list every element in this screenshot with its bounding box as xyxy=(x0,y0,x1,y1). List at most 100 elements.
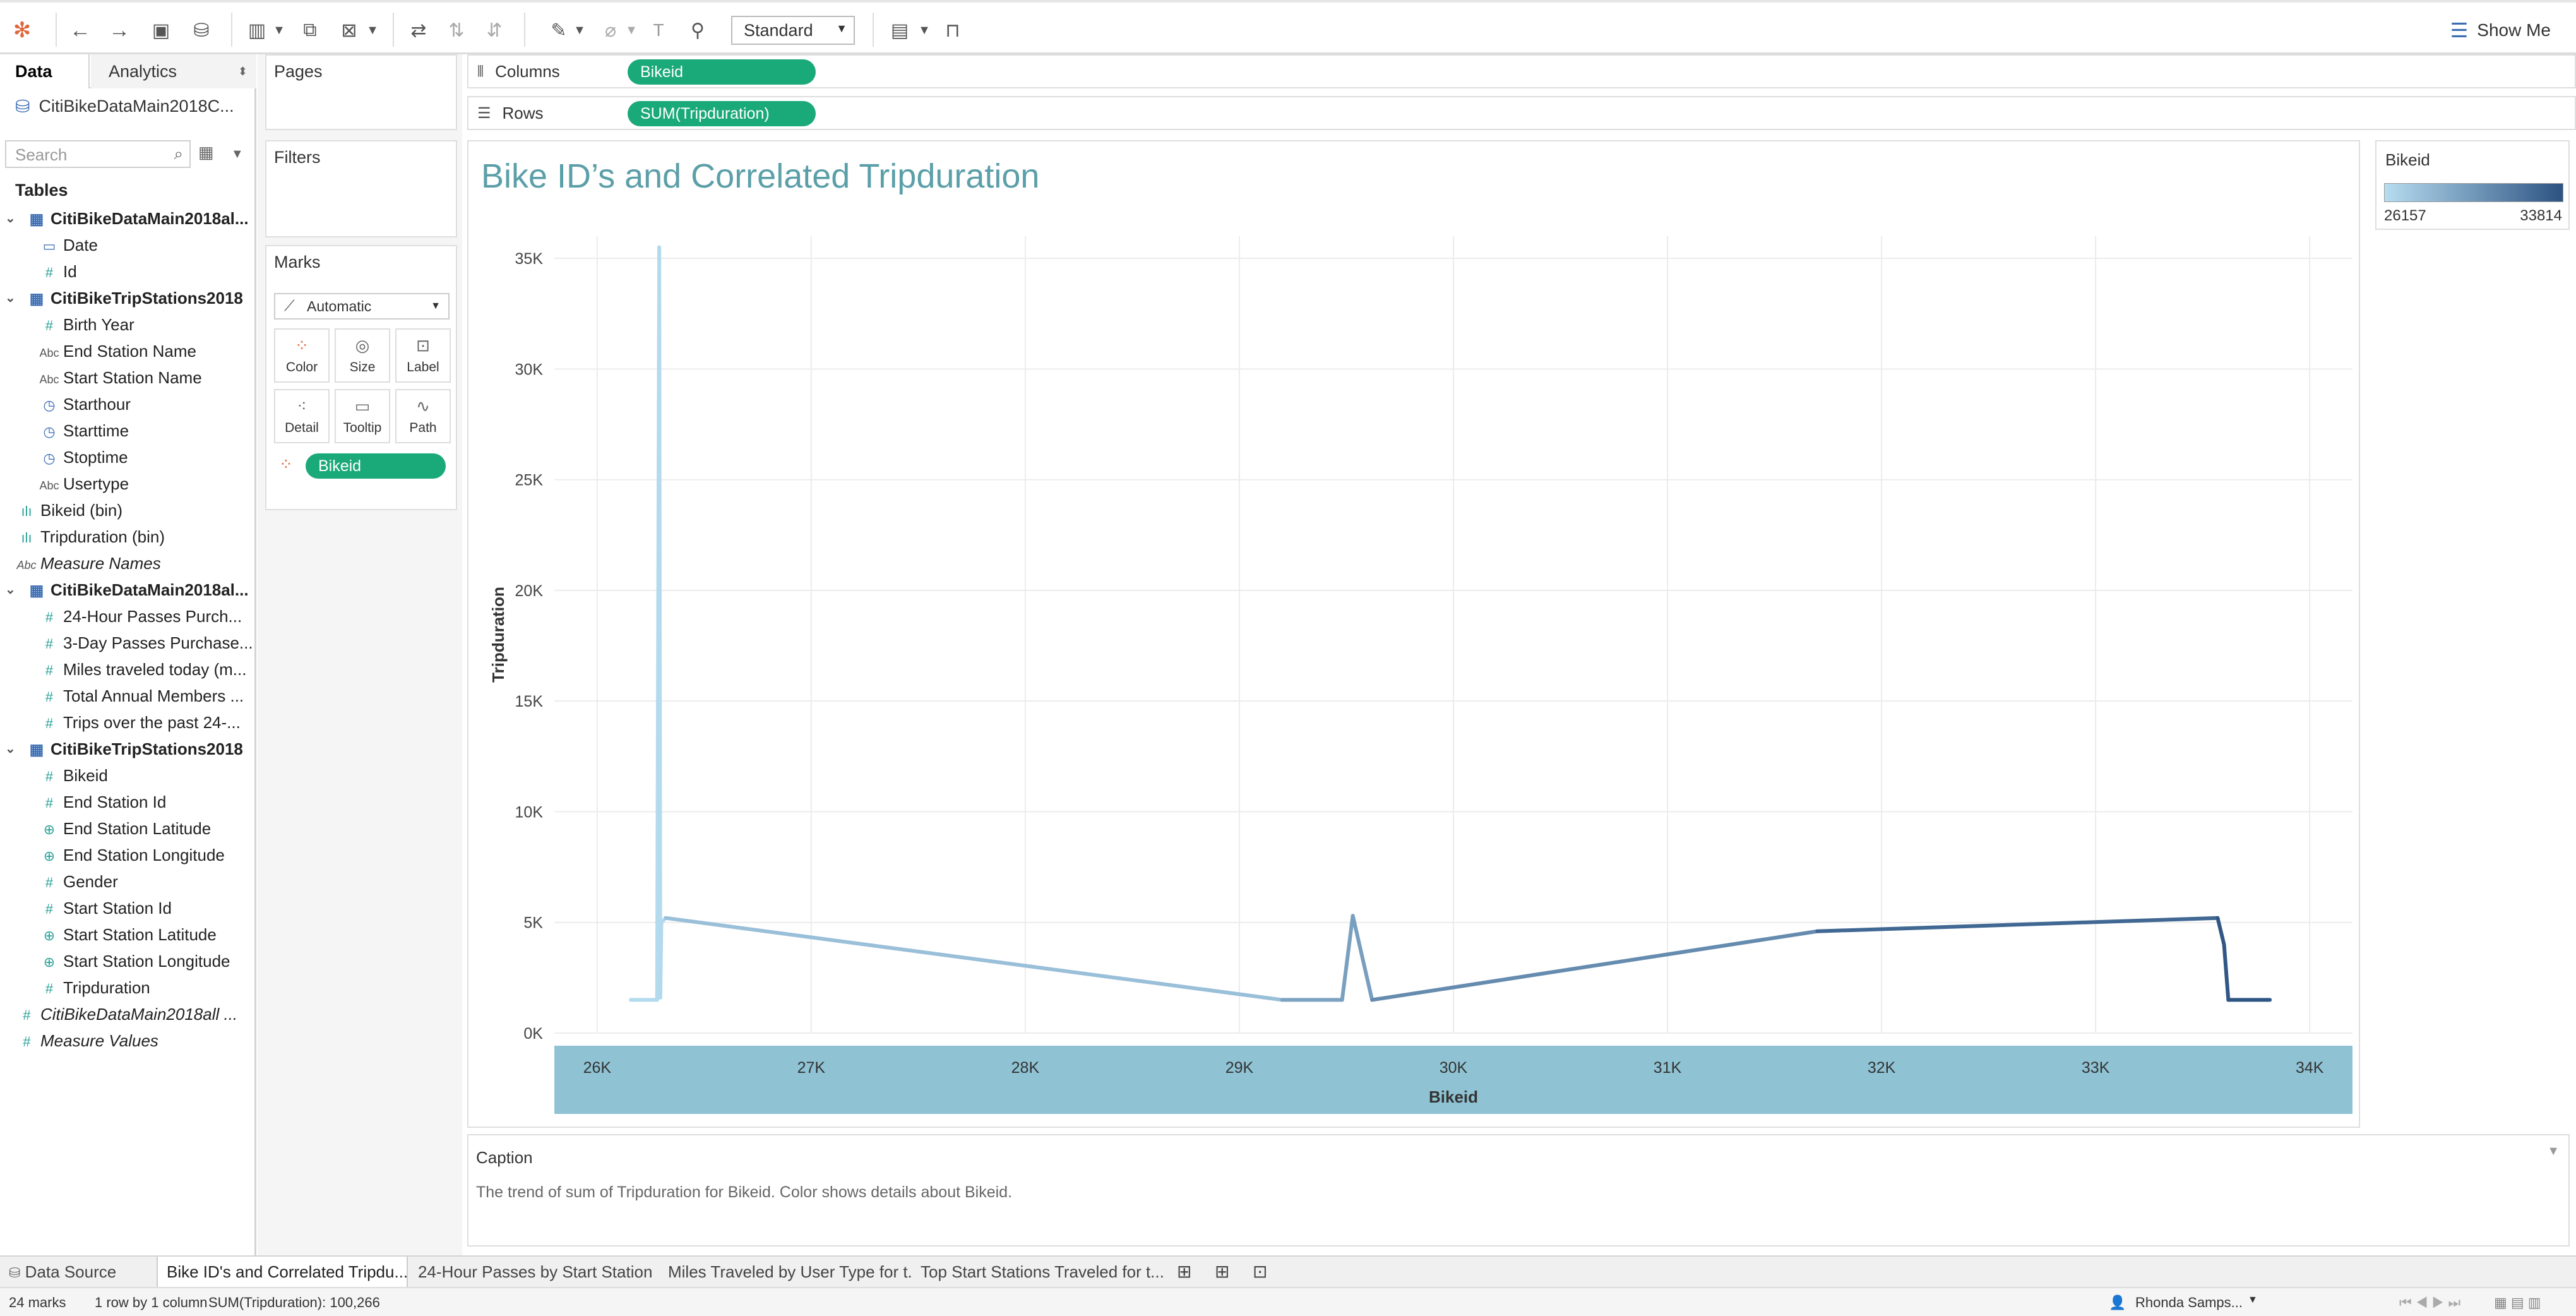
field-item[interactable]: # Tripduration xyxy=(35,975,150,1000)
color-pill-bikeid[interactable]: Bikeid xyxy=(306,453,446,479)
table-node[interactable]: ⌄ ▦ CitiBikeTripStations2018 xyxy=(5,736,243,762)
field-item[interactable]: # Birth Year xyxy=(35,312,134,337)
line-segment[interactable] xyxy=(1340,914,1355,1002)
mark-type-select[interactable]: ⟋ Automatic ▼ xyxy=(274,293,450,320)
sheet-tab[interactable]: Top Start Stations Traveled for t... xyxy=(921,1262,1164,1281)
chevron-down-icon[interactable]: ⌄ xyxy=(5,291,16,305)
save-icon[interactable]: ▣ xyxy=(152,20,170,41)
field-item[interactable]: ▭ Date xyxy=(35,232,98,258)
columns-shelf[interactable]: ⫴ Columns Bikeid xyxy=(467,54,2576,88)
grid-view-icon[interactable]: ▦ xyxy=(198,143,214,162)
chevron-down-icon[interactable]: ▼ xyxy=(273,23,285,37)
show-me-button[interactable]: ☰ Show Me xyxy=(2450,18,2551,43)
user-name[interactable]: Rhonda Samps... xyxy=(2135,1295,2243,1310)
field-item[interactable]: ◷ Starthour xyxy=(35,392,131,417)
columns-pill-bikeid[interactable]: Bikeid xyxy=(628,59,816,85)
line-segment[interactable] xyxy=(1370,929,1820,1002)
swap-icon[interactable]: ⇄ xyxy=(410,20,427,41)
table-node[interactable]: ⌄ ▦ CitiBikeTripStations2018 xyxy=(5,285,243,311)
field-item[interactable]: ⊕ End Station Longitude xyxy=(35,842,225,868)
field-item[interactable]: ⊕ Start Station Latitude xyxy=(35,922,217,947)
highlight-icon[interactable]: ✎ xyxy=(551,20,567,41)
line-segment[interactable] xyxy=(657,245,662,1000)
rows-shelf[interactable]: ☰ Rows SUM(Tripduration) xyxy=(467,96,2576,130)
view-toggle[interactable]: ▦ ▼ xyxy=(198,143,244,162)
chevron-down-icon[interactable]: ⌄ xyxy=(5,583,16,597)
sheet-tab[interactable]: 24-Hour Passes by Start Station xyxy=(418,1262,653,1281)
pin-icon[interactable]: ⚲ xyxy=(691,20,705,41)
rows-pill-tripduration[interactable]: SUM(Tripduration) xyxy=(628,101,816,126)
tab-analytics[interactable]: Analytics ⬍ xyxy=(91,54,256,88)
pages-card[interactable]: Pages xyxy=(265,54,457,130)
label-button[interactable]: ⊡ Label xyxy=(395,328,451,383)
redo-icon[interactable]: → xyxy=(109,18,130,42)
filters-card[interactable]: Filters xyxy=(265,140,457,237)
sheet-tab[interactable]: Miles Traveled by User Type for t... xyxy=(668,1262,912,1281)
new-story-icon[interactable]: ⊡ xyxy=(1253,1262,1268,1281)
chevron-down-icon[interactable]: ⌄ xyxy=(5,212,16,225)
field-item[interactable]: ◷ Starttime xyxy=(35,418,129,443)
sort-ascending-icon[interactable]: ⇅ xyxy=(448,20,465,41)
field-item[interactable]: # Gender xyxy=(35,869,118,894)
sort-descending-icon[interactable]: ⇵ xyxy=(486,20,503,41)
field-item[interactable]: # Total Annual Members ... xyxy=(35,683,244,709)
field-item[interactable]: Abc Usertype xyxy=(35,471,129,496)
field-item[interactable]: # Bikeid xyxy=(35,763,108,788)
chevron-down-icon[interactable]: ▼ xyxy=(625,23,638,37)
duplicate-sheet-icon[interactable]: ⧉ xyxy=(303,20,317,40)
chevron-down-icon[interactable]: ▼ xyxy=(2547,1144,2560,1158)
chevron-down-icon[interactable]: ▼ xyxy=(230,147,244,161)
line-segment[interactable] xyxy=(2215,916,2226,947)
line-segment[interactable] xyxy=(658,920,664,1000)
field-item[interactable]: ◷ Stoptime xyxy=(35,445,128,470)
data-source-item[interactable]: ⛁ CitiBikeDataMain2018C... xyxy=(15,96,234,117)
size-button[interactable]: ◎ Size xyxy=(335,328,390,383)
path-button[interactable]: ∿ Path xyxy=(395,389,451,443)
chevron-down-icon[interactable]: ▼ xyxy=(366,23,379,37)
line-segment[interactable] xyxy=(1351,914,1374,1002)
new-worksheet-icon[interactable]: ▥ xyxy=(247,20,266,41)
chevron-down-icon[interactable]: ⌄ xyxy=(5,742,16,756)
line-segment[interactable] xyxy=(2222,942,2231,1002)
table-node[interactable]: ⌄ ▦ CitiBikeDataMain2018al... xyxy=(5,577,249,602)
tooltip-button[interactable]: ▭ Tooltip xyxy=(335,389,390,443)
field-item[interactable]: # Start Station Id xyxy=(35,895,172,921)
color-button[interactable]: ⁘ Color xyxy=(274,328,330,383)
field-item[interactable]: #3-Day Passes Purchase... xyxy=(35,630,253,655)
presentation-icon[interactable]: ⊓ xyxy=(945,20,960,41)
group-icon[interactable]: ⌀ xyxy=(604,20,617,41)
field-item[interactable]: ılı Tripduration (bin) xyxy=(13,524,165,549)
undo-icon[interactable]: ← xyxy=(69,18,91,42)
tab-data[interactable]: Data xyxy=(0,54,90,88)
sheet-tab[interactable]: Bike ID's and Correlated Tripdu... xyxy=(157,1257,408,1287)
field-item[interactable]: ılı Bikeid (bin) xyxy=(13,498,122,523)
new-datasource-icon[interactable]: ⛁ xyxy=(193,20,210,41)
field-item[interactable]: # Id xyxy=(35,259,77,284)
field-item[interactable]: # End Station Id xyxy=(35,789,166,815)
tab-data-source[interactable]: ⛁ Data Source xyxy=(0,1257,145,1287)
clear-sheet-icon[interactable]: ⊠ xyxy=(341,20,357,41)
sheet-view-icon[interactable]: ▦ ▤ ▥ xyxy=(2494,1295,2541,1310)
line-chart[interactable]: 0K 5K 10K 15K 20K 25K 30K 35K 26K 27K 28K 29K 30K 31K… xyxy=(468,141,2359,1127)
table-node[interactable]: ⌄ ▦ CitiBikeDataMain2018al... xyxy=(5,206,249,231)
field-item[interactable]: # CitiBikeDataMain2018all ... xyxy=(13,1002,237,1027)
tableau-logo-icon[interactable]: ✻ xyxy=(13,18,32,42)
caption-panel[interactable]: Caption ▼ The trend of sum of Tripdurati… xyxy=(467,1134,2570,1247)
field-item[interactable]: # Measure Values xyxy=(13,1028,158,1053)
labels-icon[interactable]: T xyxy=(653,20,664,40)
line-segment[interactable] xyxy=(1815,916,2220,933)
field-item[interactable]: Abc Start Station Name xyxy=(35,365,201,390)
field-item[interactable]: # Miles traveled today (m... xyxy=(35,657,247,682)
field-item[interactable]: Abc Measure Names xyxy=(13,551,160,576)
x-axis-band[interactable] xyxy=(554,1046,2352,1114)
field-item[interactable]: ⊕ Start Station Longitude xyxy=(35,948,230,974)
field-item[interactable]: # Trips over the past 24-... xyxy=(35,710,241,735)
chevron-down-icon[interactable]: ▼ xyxy=(2248,1295,2258,1305)
field-item[interactable]: Abc End Station Name xyxy=(35,338,196,364)
new-worksheet-icon[interactable]: ⊞ xyxy=(1177,1262,1192,1281)
search-input[interactable]: Search ⌕ xyxy=(5,140,191,168)
field-item[interactable]: ⊕ End Station Latitude xyxy=(35,816,211,841)
show-cards-icon[interactable]: ▤ xyxy=(890,20,909,41)
sheet-nav-icon[interactable]: ⏮ ◀ ▶ ⏭ xyxy=(2399,1295,2461,1310)
line-segment[interactable] xyxy=(664,916,1284,1002)
